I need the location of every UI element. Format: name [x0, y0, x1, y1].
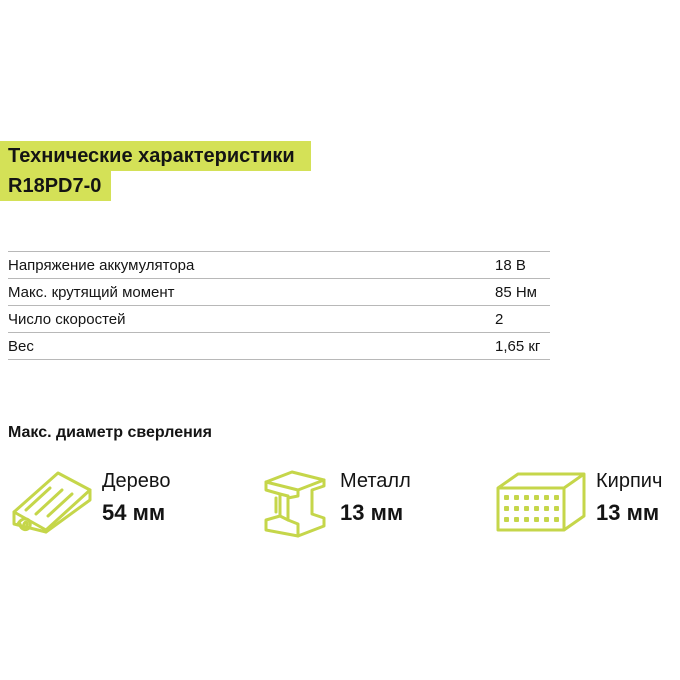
- spec-value: 18 В: [495, 256, 526, 274]
- spec-table: Напряжение аккумулятора 18 В Макс. крутя…: [8, 251, 550, 360]
- material-value: 13 мм: [340, 500, 404, 525]
- material-value: 54 мм: [102, 500, 166, 525]
- spec-value: 2: [495, 310, 504, 328]
- material-name: Металл: [340, 470, 411, 492]
- spec-label: Вес: [8, 337, 34, 355]
- spec-label: Число скоростей: [8, 310, 126, 328]
- spec-row-weight: Вес 1,65 кг: [8, 332, 550, 360]
- material-brick: Кирпич 13 мм: [494, 468, 662, 538]
- spec-value: 1,65 кг: [495, 337, 541, 355]
- spec-row-voltage: Напряжение аккумулятора 18 В: [8, 251, 550, 278]
- spec-row-speeds: Число скоростей 2: [8, 305, 550, 332]
- material-wood: Дерево 54 мм: [10, 468, 170, 534]
- drill-diameter-heading: Макс. диаметр сверления: [8, 424, 212, 441]
- material-text: Металл 13 мм: [340, 468, 411, 528]
- material-text: Дерево 54 мм: [102, 468, 170, 528]
- material-value: 13 мм: [596, 500, 660, 525]
- brick-icon: [496, 472, 586, 532]
- material-text: Кирпич 13 мм: [596, 468, 662, 528]
- wood-plank-icon: [12, 471, 92, 534]
- page-title: Технические характеристики: [0, 141, 311, 171]
- material-name: Дерево: [102, 470, 171, 492]
- steel-beam-icon: [264, 470, 326, 538]
- spec-row-torque: Макс. крутящий момент 85 Нм: [8, 278, 550, 305]
- spec-label: Макс. крутящий момент: [8, 283, 175, 301]
- model-number: R18PD7-0: [0, 171, 112, 201]
- spec-label: Напряжение аккумулятора: [8, 256, 195, 274]
- title-block: Технические характеристики R18PD7-0: [0, 141, 311, 201]
- material-metal: Металл 13 мм: [262, 468, 411, 538]
- material-name: Кирпич: [596, 470, 663, 492]
- spec-value: 85 Нм: [495, 283, 537, 301]
